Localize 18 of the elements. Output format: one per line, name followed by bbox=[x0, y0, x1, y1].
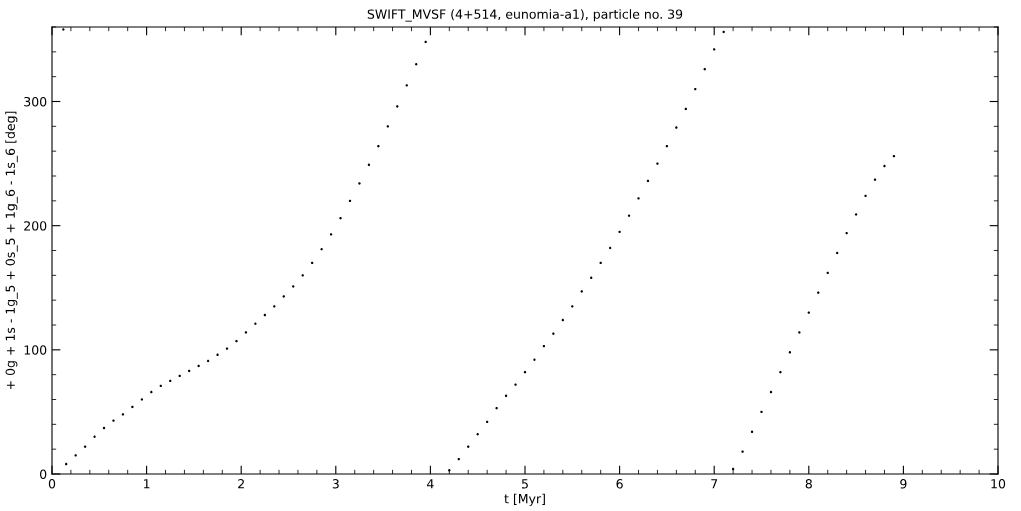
x-tick-label: 5 bbox=[521, 479, 528, 489]
y-axis-title: + 0g + 1s - 1g_5 + 0s_5 + 1g_6 - 1s_6 [deg] bbox=[5, 111, 18, 390]
x-tick-label: 3 bbox=[332, 479, 339, 489]
x-tick-label: 4 bbox=[427, 479, 434, 489]
x-tick-label: 9 bbox=[900, 479, 907, 489]
x-tick-label: 7 bbox=[711, 479, 718, 489]
x-tick-label: 2 bbox=[238, 479, 244, 489]
y-tick-label: 300 bbox=[24, 96, 47, 107]
x-tick-label: 6 bbox=[616, 479, 623, 489]
x-axis-title: t [Myr] bbox=[504, 493, 545, 506]
x-tick-label: 10 bbox=[991, 479, 1006, 489]
chart-title: SWIFT_MVSF (4+514, eunomia-a1), particle no. 39 bbox=[367, 9, 683, 22]
y-tick-label: 200 bbox=[24, 221, 47, 231]
y-tick-label: 0 bbox=[40, 469, 47, 479]
x-tick-label: 8 bbox=[805, 479, 812, 489]
x-tick-label: 1 bbox=[144, 479, 150, 489]
x-tick-label: 0 bbox=[48, 479, 56, 489]
y-tick-label: 100 bbox=[24, 345, 47, 355]
